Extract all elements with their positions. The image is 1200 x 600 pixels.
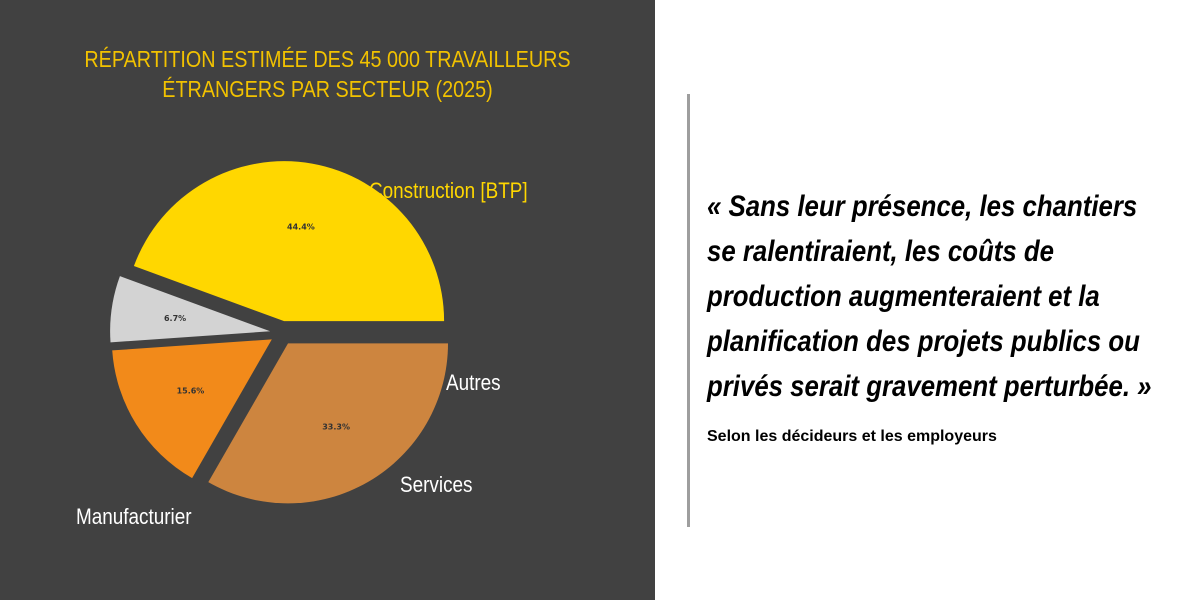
pie-percent-label: 15.6% xyxy=(177,386,205,395)
chart-title: RÉPARTITION ESTIMÉE DES 45 000 TRAVAILLE… xyxy=(80,44,575,104)
pie-slice-services xyxy=(112,339,272,479)
pie-category-label: Manufacturier xyxy=(76,505,192,530)
divider xyxy=(687,94,690,527)
quote: « Sans leur présence, les chantiers se r… xyxy=(707,184,1152,409)
pie-slice-construction-btp xyxy=(133,161,445,322)
quote-attribution: Selon les décideurs et les employeurs xyxy=(707,428,997,445)
quote-line: production augmenteraient et la xyxy=(707,280,1100,313)
quote-line: privés serait gravement perturbée. » xyxy=(707,370,1152,403)
pie-slice-autres xyxy=(110,276,271,343)
pie-category-label: Autres xyxy=(446,371,501,396)
chart-title-line: RÉPARTITION ESTIMÉE DES 45 000 TRAVAILLE… xyxy=(84,46,571,72)
pie-category-label: Services xyxy=(400,473,472,498)
pie-chart: 44.4% Construction [BTP] 6.7% Autres 15.6% Se… xyxy=(76,161,528,530)
pie-percent-label: 44.4% xyxy=(287,223,315,232)
chart-title-line: ÉTRANGERS PAR SECTEUR (2025) xyxy=(162,76,493,102)
pie-percent-label: 6.7% xyxy=(164,314,186,323)
pie-percent-label: 33.3% xyxy=(322,422,350,431)
pie-category-label: Construction [BTP] xyxy=(369,179,528,204)
quote-line: planification des projets publics ou xyxy=(707,325,1140,358)
quote-line: se ralentiraient, les coûts de xyxy=(707,235,1055,268)
quote-line: « Sans leur présence, les chantiers xyxy=(707,190,1138,223)
chart-panel: RÉPARTITION ESTIMÉE DES 45 000 TRAVAILLE… xyxy=(0,0,655,600)
pie-slice-manufacturier xyxy=(208,343,449,504)
